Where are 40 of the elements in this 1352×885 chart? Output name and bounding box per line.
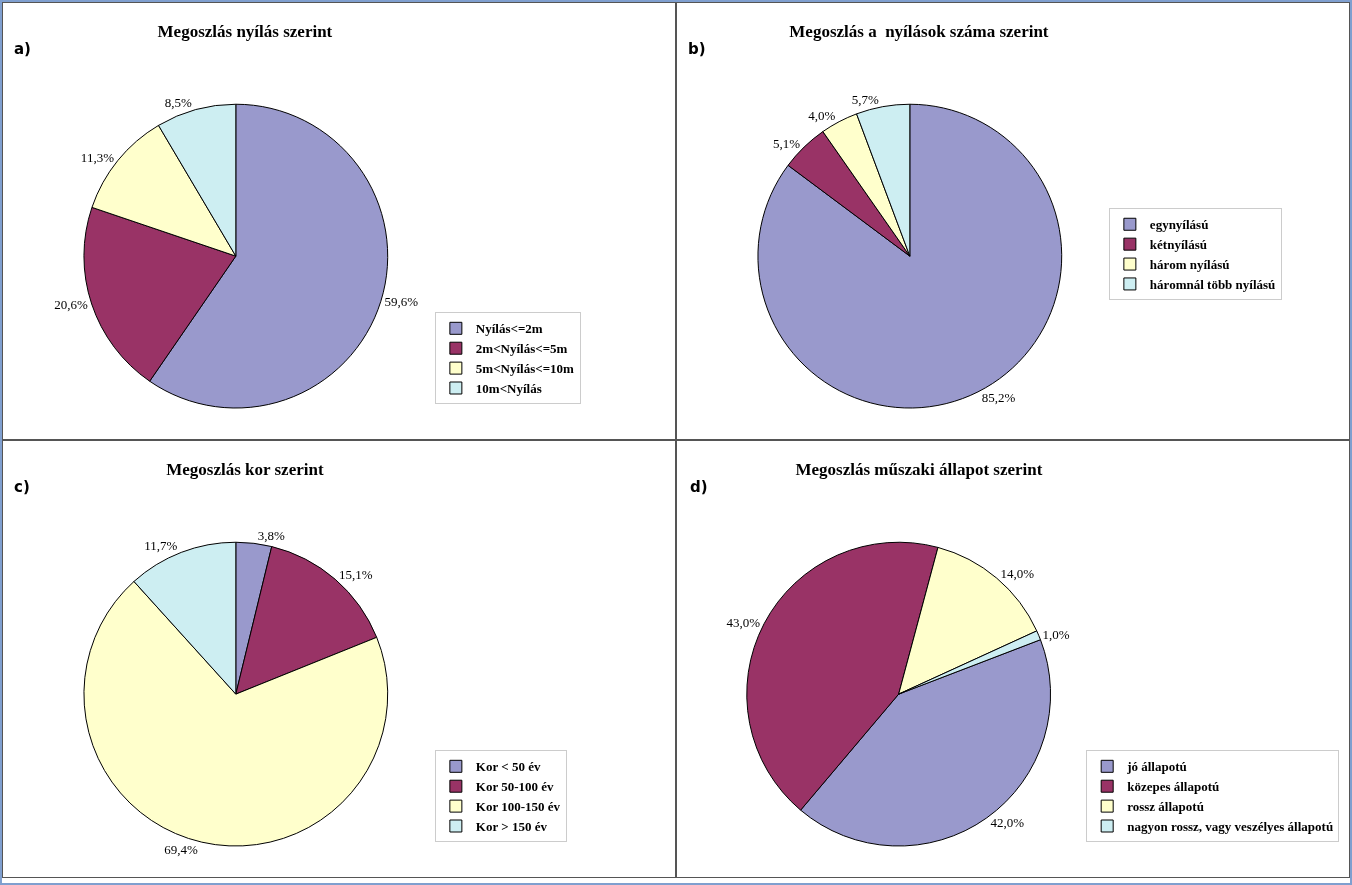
legend-label: egynyílású — [1149, 217, 1209, 233]
data-label: 8,5% — [164, 95, 192, 111]
data-label: 11,3% — [80, 149, 115, 165]
data-label: 5,1% — [773, 135, 801, 151]
data-label: 85,2% — [981, 390, 1016, 406]
data-label: 11,7% — [144, 538, 178, 554]
data-label: 14,0% — [1000, 566, 1035, 582]
legend-label: közepes állapotú — [1127, 779, 1220, 795]
legend-label: Kor < 50 év — [475, 759, 541, 775]
legend-label: jó állapotú — [1126, 759, 1187, 775]
data-label: 5,7% — [851, 91, 880, 107]
chart-title: Megoszlás a nyílások száma szerint — [789, 21, 1049, 41]
legend-label: 10m<Nyílás — [475, 381, 542, 397]
legend-label: 5m<Nyílás<=10m — [475, 361, 575, 377]
text: c) — [14, 478, 30, 496]
legend-label: rossz állapotú — [1127, 799, 1204, 815]
legend-label: Kor > 150 év — [475, 819, 548, 835]
legend-label: háromnál több nyílású — [1149, 277, 1276, 293]
chart-title: Megoszlás kor szerint — [166, 459, 324, 479]
legend-label: három nyílású — [1149, 257, 1230, 273]
chart-title: Megoszlás műszaki állapot szerint — [795, 459, 1043, 479]
legend-label: nagyon rossz, vagy veszélyes állapotú — [1127, 819, 1334, 835]
data-label: 69,4% — [164, 841, 199, 857]
data-label: 42,0% — [990, 815, 1025, 831]
chart-title: Megoszlás nyílás szerint — [157, 21, 333, 41]
data-label: 15,1% — [338, 567, 373, 583]
text: b) — [688, 40, 706, 58]
data-label: 4,0% — [808, 108, 836, 124]
text: d) — [690, 478, 708, 496]
data-label: 59,6% — [384, 294, 419, 310]
legend-label: Kor 50-100 év — [475, 779, 555, 795]
legend-label: Nyílás<=2m — [475, 321, 543, 337]
data-label: 20,6% — [54, 297, 88, 313]
data-label: 1,0% — [1042, 626, 1070, 642]
text: a) — [14, 40, 31, 58]
legend-label: 2m<Nyílás<=5m — [475, 341, 568, 357]
legend-label: Kor 100-150 év — [475, 799, 561, 815]
legend-label: kétnyílású — [1149, 237, 1207, 253]
data-label: 43,0% — [726, 614, 761, 630]
data-label: 3,8% — [257, 528, 285, 544]
